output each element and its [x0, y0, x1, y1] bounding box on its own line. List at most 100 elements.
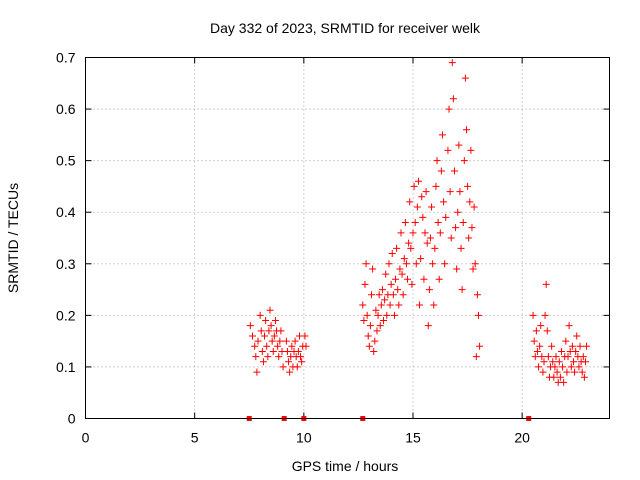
data-point	[257, 327, 265, 335]
data-point	[400, 255, 408, 263]
data-point	[286, 368, 294, 376]
data-point	[557, 347, 565, 355]
data-point	[375, 291, 383, 299]
data-point	[432, 182, 440, 190]
data-point	[476, 342, 484, 350]
data-point	[473, 291, 481, 299]
x-tick-label: 15	[405, 430, 421, 446]
data-point	[551, 363, 559, 371]
data-point	[271, 317, 279, 325]
data-point	[437, 167, 445, 175]
data-point	[395, 301, 403, 309]
data-point	[302, 342, 310, 350]
data-point	[392, 275, 400, 283]
data-point	[408, 280, 416, 288]
y-tick-label: 0.6	[56, 101, 76, 117]
data-point	[424, 322, 432, 330]
data-point	[583, 342, 591, 350]
data-point	[549, 358, 557, 366]
y-tick-label: 0.3	[56, 256, 76, 272]
data-point	[533, 347, 541, 355]
data-point	[399, 291, 407, 299]
x-tick-label: 20	[514, 430, 530, 446]
data-point	[428, 203, 436, 211]
data-point	[285, 358, 293, 366]
data-point	[450, 167, 458, 175]
data-point	[409, 229, 417, 237]
data-point	[294, 347, 302, 355]
data-point	[394, 286, 402, 294]
data-point	[575, 363, 583, 371]
data-point	[556, 373, 564, 381]
data-point	[402, 260, 410, 268]
data-point	[449, 95, 457, 103]
data-point	[548, 342, 556, 350]
data-point	[270, 332, 278, 340]
data-point	[438, 131, 446, 139]
data-point	[251, 342, 259, 350]
data-point	[541, 311, 549, 319]
data-point	[468, 224, 476, 232]
axis-ticks: 0 0.1 0.2 0.3 0.4 0.5 0.6 0.7 0 5 10 15 20	[56, 50, 610, 446]
data-point	[537, 322, 545, 330]
data-point	[362, 260, 370, 268]
y-axis-label: SRMTID / TECUs	[5, 183, 21, 293]
data-point	[297, 353, 305, 361]
y-tick-label: 0.1	[56, 359, 76, 375]
data-point	[407, 244, 415, 252]
data-point	[264, 353, 272, 361]
data-point	[560, 378, 568, 386]
data-point	[466, 198, 474, 206]
data-point	[569, 358, 577, 366]
data-point	[288, 342, 296, 350]
data-point	[576, 342, 584, 350]
data-point	[460, 157, 468, 165]
data-point	[423, 239, 431, 247]
y-tick-label: 0.2	[56, 307, 76, 323]
data-point	[470, 203, 478, 211]
data-point	[416, 301, 424, 309]
data-point	[571, 368, 579, 376]
y-tick-label: 0.7	[56, 50, 76, 66]
data-point	[417, 255, 425, 263]
data-point	[447, 234, 455, 242]
data-point	[467, 146, 475, 154]
y-tick-label: 0	[68, 411, 76, 427]
data-point	[371, 337, 379, 345]
data-point	[373, 327, 381, 335]
data-point	[475, 311, 482, 319]
data-point	[410, 182, 418, 190]
data-point	[550, 373, 558, 381]
data-point	[564, 353, 572, 361]
data-point	[419, 213, 427, 221]
data-point	[539, 368, 547, 376]
data-point	[406, 198, 414, 206]
data-point	[529, 311, 537, 319]
data-point	[359, 301, 367, 309]
data-point	[418, 193, 426, 201]
data-point	[291, 337, 299, 345]
data-point	[256, 311, 264, 319]
data-point	[535, 363, 543, 371]
data-point	[262, 317, 270, 325]
data-point	[420, 275, 428, 283]
data-point	[553, 368, 561, 376]
data-point	[471, 260, 479, 268]
data-point	[370, 347, 378, 355]
data-point	[421, 229, 429, 237]
data-point	[361, 280, 369, 288]
data-point	[543, 327, 551, 335]
data-point	[580, 373, 588, 381]
data-point	[263, 342, 271, 350]
data-point	[441, 260, 449, 268]
data-point	[258, 347, 266, 355]
data-point	[532, 327, 540, 335]
data-point	[436, 229, 444, 237]
data-point	[267, 322, 275, 330]
data-point	[440, 198, 448, 206]
data-point	[455, 141, 463, 149]
data-point	[376, 322, 384, 330]
y-tick-label: 0.4	[56, 204, 76, 220]
data-point	[544, 353, 552, 361]
